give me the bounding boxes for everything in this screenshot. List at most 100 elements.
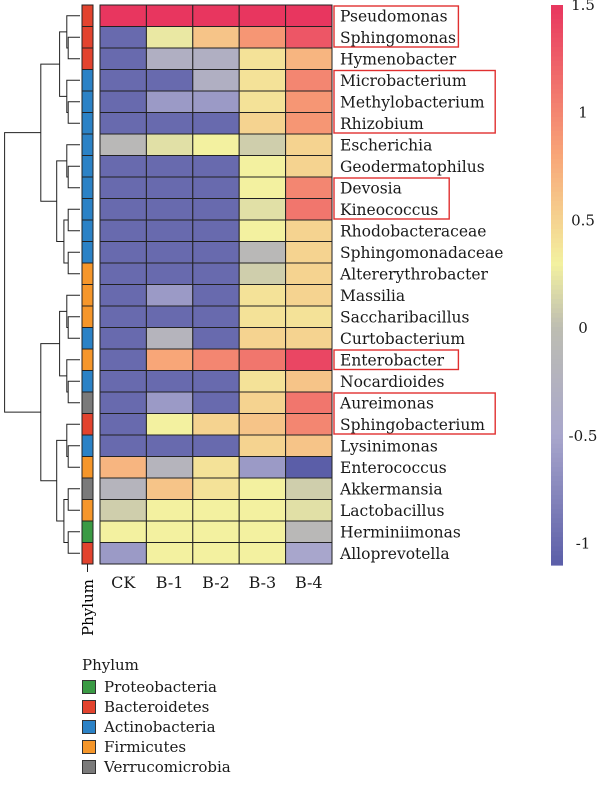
colorbar-segment [551,121,563,127]
phylum-cell-sphingomonadaceae [81,241,94,264]
colorbar-segment [551,280,563,286]
cell-saccharibacillus-ck [99,305,147,328]
dendrogram-branch-7 [67,208,80,232]
colorbar-segment [551,434,563,440]
colorbar-segment [551,532,563,538]
dendrogram-branch-10 [56,160,67,242]
colorbar-segment [551,369,563,375]
phylum-cell-akkermansia [81,477,94,500]
cell-massilia-ck [99,284,147,307]
row-label-rhizobium: Rhizobium [340,115,424,133]
colorbar-segment [551,257,563,263]
colorbar-segment [551,336,563,342]
cell-devosia-b-2 [192,176,240,199]
colorbar-segment [551,42,563,48]
phylum-cell-enterobacter [81,348,94,371]
colorbar-segment [551,224,563,230]
colorbar-segment [551,219,563,225]
colorbar-segment [551,126,563,132]
colorbar-segment [551,527,563,533]
row-label-pseudomonas: Pseudomonas [340,7,448,25]
cell-massilia-b-3 [238,284,287,307]
colorbar-segment [551,383,563,389]
cell-enterococcus-b-4 [285,456,333,479]
colorbar-segment [551,471,563,477]
dendrogram-branch-3 [66,79,80,113]
legend-swatch [82,680,96,694]
phylum-cell-hymenobacter [81,47,94,70]
colorbar-segment [551,443,563,449]
phylum-cell-aureimonas [81,391,94,414]
column-label-b-3: B-3 [249,573,277,592]
colorbar-segment [551,210,563,216]
row-label-aureimonas: Aureimonas [339,394,434,412]
row-label-saccharibacillus: Saccharibacillus [340,308,470,326]
cell-akkermansia-ck [99,477,147,500]
colorbar-segment [551,331,563,337]
legend-label: Firmicutes [104,738,187,756]
colorbar-segment [551,285,563,291]
column-label-b-4: B-4 [295,573,323,592]
colorbar-segment [551,313,563,319]
colorbar-segment [551,411,563,417]
phylum-cell-kineococcus [81,198,94,221]
colorbar-segment [551,70,563,76]
phylum-cell-enterococcus [81,456,94,479]
phylum-cell-lactobacillus [81,499,94,522]
phylum-cell-methylobacterium [81,90,94,113]
colorbar-segment [551,61,563,67]
cell-rhizobium-b-1 [145,112,194,135]
cell-aureimonas-b-3 [238,391,287,414]
cell-hymenobacter-ck [99,47,147,70]
cell-altererythrobacter-b-1 [145,262,194,285]
cell-devosia-b-1 [145,176,194,199]
colorbar-segment [551,378,563,384]
colorbar-segment [551,289,563,295]
cell-microbacterium-b-3 [238,69,287,92]
row-label-rhodobacteraceae: Rhodobacteraceae [340,222,486,240]
cell-aureimonas-ck [99,391,147,414]
phylum-legend: Phylum Proteobacteria Bacteroidetes Actino… [82,656,231,777]
colorbar-segment [551,499,563,505]
phylum-cell-microbacterium [81,69,94,92]
colorbar-segment [551,509,563,515]
cell-herminiimonas-b-4 [285,520,333,543]
cell-curtobacterium-ck [99,327,147,350]
colorbar-segment [551,191,563,197]
cell-lactobacillus-ck [99,499,147,522]
colorbar-segment [551,252,563,258]
colorbar-segment [551,112,563,118]
cell-enterobacter-b-2 [192,348,240,371]
column-label-b-1: B-1 [156,573,184,592]
cell-methylobacterium-b-3 [238,90,287,113]
colorbar-segment [551,201,563,207]
row-label-enterococcus: Enterococcus [340,459,447,477]
colorbar-segment [551,481,563,487]
cell-curtobacterium-b-2 [192,327,240,350]
cell-alloprevotella-b-4 [285,542,333,565]
legend-swatch [82,760,96,774]
legend-label: Actinobacteria [104,718,216,736]
row-label-sphingobacterium: Sphingobacterium [340,416,485,434]
colorbar-segment [551,415,563,421]
colorbar-segment [551,467,563,473]
phylum-cell-curtobacterium [81,327,94,350]
colorbar-segment [551,546,563,552]
cell-enterobacter-b-1 [145,348,194,371]
legend-swatch [82,740,96,754]
cell-rhodobacteraceae-b-2 [192,219,240,242]
dendrogram-branch-18 [66,423,80,457]
dendrogram-branch-6 [66,144,80,178]
dendrogram-branch-21 [63,499,69,543]
row-label-methylobacterium: Methylobacterium [340,93,485,111]
cell-alloprevotella-b-2 [192,542,240,565]
cell-nocardioides-b-2 [192,370,240,393]
phylum-cell-escherichia [81,133,94,156]
row-label-kineococcus: Kineococcus [340,201,438,219]
phylum-cell-rhodobacteraceae [81,219,94,242]
row-label-sphingomonas: Sphingomonas [340,29,456,47]
cell-enterobacter-ck [99,348,147,371]
colorbar-segment [551,229,563,235]
colorbar-segment [551,551,563,557]
